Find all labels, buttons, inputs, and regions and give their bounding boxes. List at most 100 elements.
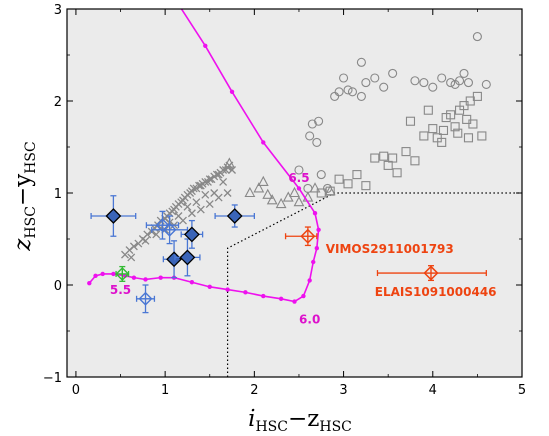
y-axis-title: zHSC−yHSC — [10, 141, 39, 251]
orange-object-label: ELAIS1091000446 — [375, 285, 497, 299]
gray-triangle-point — [275, 197, 287, 209]
y-tick-label: 1 — [54, 187, 62, 202]
gray-square-point — [463, 133, 474, 143]
x-tick-label: 3 — [339, 383, 347, 398]
gray-circle-point — [356, 91, 366, 101]
track-label: 6.5 — [288, 171, 309, 185]
gray-square-point — [334, 174, 344, 184]
gray-cross-point — [223, 189, 232, 197]
gray-circle-point — [316, 170, 326, 180]
gray-cross-point — [205, 175, 214, 184]
gray-circle-point — [454, 76, 465, 86]
track-point — [307, 278, 312, 283]
gray-cross-point — [201, 178, 210, 186]
x-tick-label: 0 — [72, 383, 80, 398]
gray-circle-point — [356, 57, 366, 67]
gray-square-point — [392, 168, 402, 178]
gray-square-point — [453, 128, 463, 138]
gray-square-point — [438, 125, 449, 135]
blue-filled-diamond — [226, 208, 243, 224]
gray-square-point — [477, 131, 487, 141]
gray-circle-point — [446, 78, 456, 88]
y-tick-label: 2 — [54, 95, 62, 110]
gray-circle-point — [343, 85, 353, 95]
gray-square-point — [459, 101, 469, 111]
gray-square-point — [401, 147, 411, 157]
x-tick-label: 1 — [161, 383, 169, 398]
gray-circle-point — [307, 119, 317, 129]
gray-cross-point — [210, 189, 219, 197]
gray-cross-point — [129, 242, 138, 251]
track-point — [278, 296, 284, 301]
gray-circle-point — [419, 78, 429, 88]
y-tick-label: −1 — [43, 371, 62, 386]
blue-open-diamond-inner-cross — [139, 292, 152, 305]
gray-triangle-point — [253, 182, 265, 193]
orange-diamond-inner-cross — [424, 266, 438, 280]
track-point — [261, 140, 266, 145]
gray-square-point — [388, 153, 398, 163]
gray-square-point — [472, 91, 482, 101]
track-point — [225, 287, 230, 292]
gray-circle-point — [410, 76, 420, 86]
gray-circle-point — [388, 68, 398, 78]
gray-triangle-point — [257, 175, 269, 187]
track-point — [207, 284, 212, 290]
gray-square-point — [446, 110, 456, 120]
track-point — [292, 299, 297, 304]
orange-diamond-inner-cross — [301, 229, 315, 243]
gray-square-point — [410, 156, 420, 166]
y-tick-label: 0 — [54, 279, 62, 294]
gray-square-point — [465, 96, 475, 106]
gray-square-point — [428, 124, 438, 134]
gray-cross-point — [183, 202, 192, 211]
track-point — [176, 2, 180, 6]
gray-square-point — [462, 114, 472, 124]
gray-cross-point — [143, 230, 152, 239]
gray-square-point — [361, 181, 371, 191]
y-axis-title-sub-2: HSC — [23, 141, 39, 174]
track-point — [158, 275, 163, 280]
gray-circle-point — [312, 137, 322, 147]
x-tick-label: 5 — [518, 383, 526, 398]
gray-square-point — [468, 119, 478, 129]
track-point — [87, 280, 92, 286]
blue-filled-diamond — [105, 208, 122, 224]
gray-cross-point — [205, 200, 214, 208]
x-axis-title: iHSC−zHSC — [248, 406, 352, 435]
blue-open-diamond-inner-cross — [163, 223, 176, 236]
gray-cross-point — [152, 230, 161, 239]
gray-square-point — [370, 153, 380, 163]
gray-triangle-point — [266, 194, 278, 205]
green-open-diamond-inner-cross — [116, 267, 129, 280]
gray-cross-point — [228, 166, 237, 174]
gray-circle-point — [437, 73, 447, 83]
gray-square-point — [352, 170, 362, 180]
gray-square-point — [450, 122, 460, 132]
gray-circle-point — [472, 32, 482, 42]
y-tick-label: 3 — [54, 3, 62, 18]
gray-circle-point — [347, 87, 358, 97]
gray-circle-point — [379, 82, 389, 92]
gray-cross-point — [192, 198, 201, 207]
gray-circle-point — [428, 82, 438, 92]
track-point — [111, 271, 116, 277]
y-axis-title-main: z — [10, 238, 36, 252]
gray-cross-point — [174, 212, 183, 220]
orange-object-label: VIMOS2911001793 — [326, 242, 454, 256]
gray-triangle-point — [324, 184, 336, 196]
gray-circle-point — [334, 87, 344, 97]
gray-cross-point — [219, 166, 228, 174]
gray-triangle-point — [244, 186, 256, 198]
gray-square-point — [423, 105, 433, 115]
track-point — [301, 293, 306, 299]
x-axis-title-op: −z — [288, 406, 319, 432]
gray-circle-point — [339, 73, 349, 83]
gray-circle-point — [294, 165, 304, 175]
track-point — [312, 211, 318, 216]
gray-cross-point — [187, 209, 196, 218]
gray-cross-point — [225, 161, 234, 170]
track-point — [93, 273, 98, 278]
gray-square-point — [405, 116, 416, 126]
